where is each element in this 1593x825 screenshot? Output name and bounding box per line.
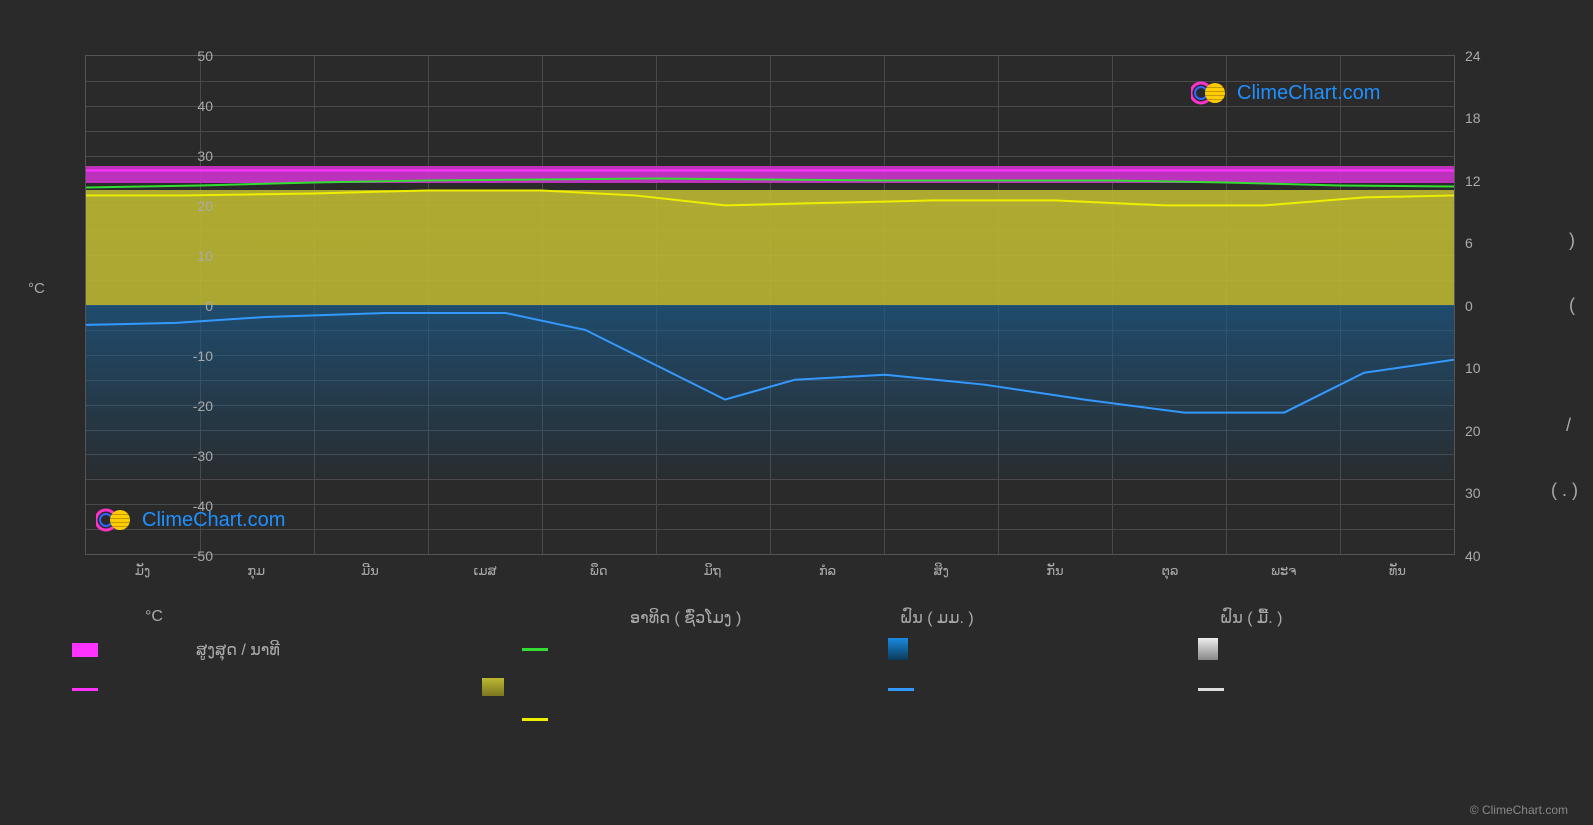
- y-left-tick: -40: [163, 498, 213, 514]
- y-left-tick: 20: [163, 198, 213, 214]
- y-right-tick: 6: [1465, 235, 1515, 251]
- y-right-tick: 10: [1465, 360, 1515, 376]
- y-left-tick: 40: [163, 98, 213, 114]
- x-tick: ທັນ: [1389, 563, 1406, 579]
- copyright-text: © ClimeChart.com: [1470, 803, 1568, 817]
- watermark-text: ClimeChart.com: [1237, 82, 1380, 105]
- y-right-tick: 30: [1465, 485, 1515, 501]
- x-tick: ມັງ: [135, 563, 150, 579]
- y-left-title: °C: [28, 280, 45, 297]
- y-right-title-1: ): [1569, 230, 1575, 251]
- y-left-tick: -50: [163, 548, 213, 564]
- legend-item: [1198, 688, 1224, 691]
- legend-item: [522, 718, 548, 721]
- legend-item: [888, 638, 908, 660]
- y-left-tick: 10: [163, 248, 213, 264]
- legend-item: [1198, 638, 1218, 660]
- y-right-tick: 12: [1465, 173, 1515, 189]
- y-left-tick: -30: [163, 448, 213, 464]
- x-tick: ພະຈ: [1271, 563, 1296, 579]
- y-right-title-4: ( . ): [1551, 480, 1578, 501]
- sunshine-fill: [86, 190, 1454, 305]
- legend-header: ຝົນ ( ມື້. ): [1220, 608, 1282, 628]
- precip-fill: [86, 305, 1454, 479]
- legend-item: ສູງສຸດ / ນາທີ: [72, 640, 280, 660]
- y-left-tick: 30: [163, 148, 213, 164]
- x-tick: ມີນ: [361, 563, 379, 579]
- x-tick: ເມສ: [473, 563, 496, 579]
- y-right-tick: 40: [1465, 548, 1515, 564]
- x-tick: ກັນ: [1046, 563, 1063, 579]
- x-tick: ມິຖ: [704, 563, 722, 579]
- x-tick: ສິງ: [934, 563, 949, 579]
- temp-range-fill: [86, 166, 1454, 183]
- y-left-tick: -20: [163, 398, 213, 414]
- x-tick: ກໍລ: [819, 563, 836, 579]
- y-right-tick: 20: [1465, 423, 1515, 439]
- legend-item: [482, 678, 504, 696]
- legend-header: °C: [145, 608, 163, 626]
- legend-header: ອາທິດ ( ຊົ່ວໂມງ ): [630, 608, 741, 628]
- plot-background: ClimeChart.com ClimeChart.com: [85, 55, 1455, 555]
- y-left-tick: 0: [163, 298, 213, 314]
- x-tick: ຕຸລ: [1162, 563, 1179, 579]
- legend-header: ຝົນ ( ມມ. ): [900, 608, 974, 628]
- y-left-tick: 50: [163, 48, 213, 64]
- y-right-tick: 18: [1465, 110, 1515, 126]
- watermark-top-right: ClimeChart.com: [1191, 79, 1380, 107]
- legend-item: [72, 688, 98, 691]
- chart-plot-area: ClimeChart.com ClimeChart.com ມັງ ກຸມ ມີ…: [85, 55, 1455, 555]
- y-left-tick: -10: [163, 348, 213, 364]
- y-right-title-3: /: [1566, 415, 1571, 436]
- legend-item: [888, 688, 914, 691]
- y-right-tick: 24: [1465, 48, 1515, 64]
- y-right-tick: 0: [1465, 298, 1515, 314]
- x-tick: ກຸມ: [247, 563, 265, 579]
- y-right-title-2: (: [1569, 295, 1575, 316]
- legend-item: [522, 648, 548, 651]
- x-tick: ພຶດ: [590, 563, 608, 579]
